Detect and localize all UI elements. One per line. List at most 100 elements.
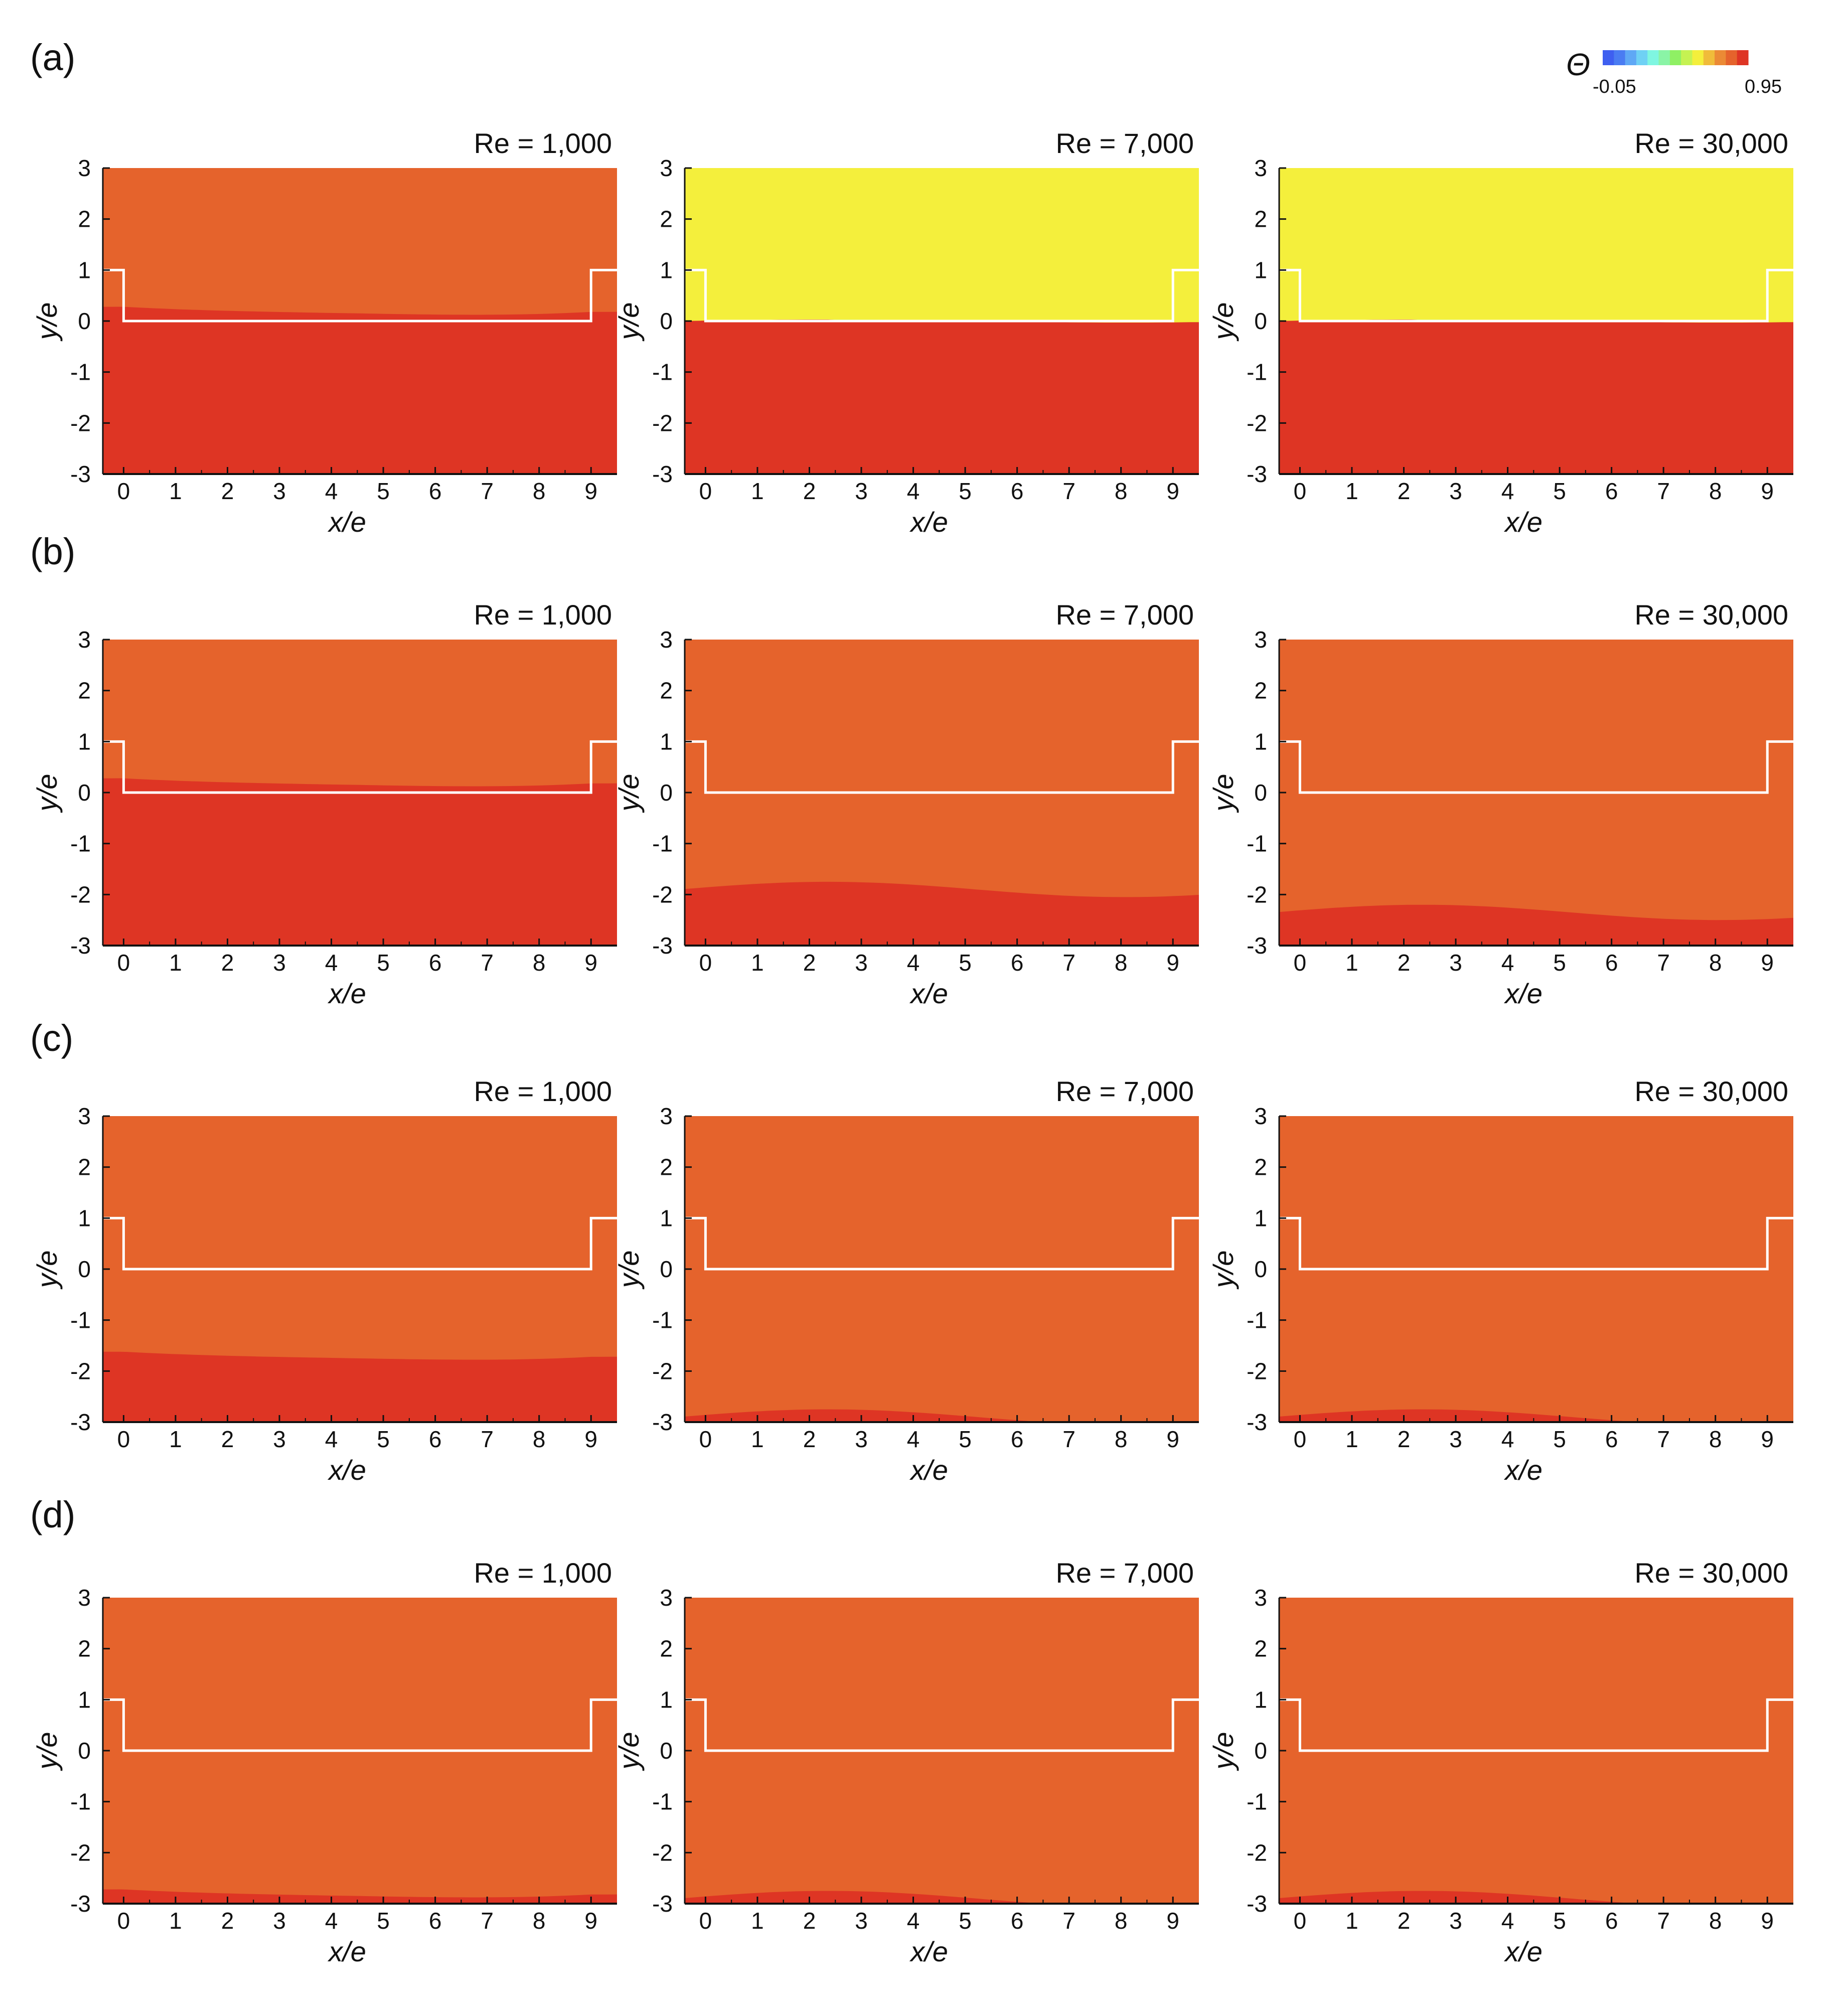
x-tick-label: 7	[1657, 478, 1670, 504]
colorbar-max-label: 0.95	[1745, 76, 1782, 97]
cavity-outline	[686, 740, 1199, 794]
x-axis-label: x/e	[1503, 1936, 1543, 1967]
y-tick-label: -1	[1247, 1307, 1267, 1333]
contour-band	[103, 168, 617, 315]
x-tick-label: 1	[1345, 950, 1358, 976]
x-tick-label: 5	[377, 950, 390, 976]
x-tick-label: 0	[117, 1426, 130, 1452]
contour-band	[103, 640, 617, 787]
x-tick-label: 5	[1553, 1908, 1566, 1934]
y-tick-label: 1	[78, 257, 91, 283]
x-tick-label: 6	[1605, 1426, 1618, 1452]
x-tick-label: 5	[1553, 1426, 1566, 1452]
y-tick-label: 1	[1254, 728, 1267, 754]
panel-title: Re = 30,000	[1634, 127, 1788, 159]
contour-panel: 0 1 2 3 4 5 6 7 8 9 3 2 1 0 -1 -2 -3 x/e y/e Re = 1,000	[31, 1075, 617, 1486]
x-tick-label: 3	[273, 1426, 286, 1452]
y-tick-label: 2	[660, 206, 673, 232]
y-tick-label: 1	[660, 257, 673, 283]
colorbar-swatch	[1737, 50, 1749, 65]
x-tick-label: 8	[1709, 1426, 1722, 1452]
x-tick-label: 6	[1011, 950, 1024, 976]
y-axis-label: y/e	[1207, 774, 1239, 814]
x-tick-label: 1	[169, 478, 182, 504]
x-tick-label: 2	[221, 1908, 234, 1934]
y-tick-label: 3	[78, 155, 91, 181]
x-tick-label: 8	[1709, 478, 1722, 504]
y-axis-label: y/e	[613, 302, 645, 342]
row-label: (c)	[30, 1017, 73, 1059]
x-tick-label: 2	[803, 478, 816, 504]
y-tick-label: 3	[1254, 627, 1267, 653]
panel-title: Re = 1,000	[474, 1075, 612, 1107]
y-tick-label: 0	[1254, 780, 1267, 806]
x-tick-label: 7	[1657, 950, 1670, 976]
y-tick-label: 0	[660, 1256, 673, 1282]
x-tick-label: 6	[1011, 478, 1024, 504]
x-tick-label: 4	[1501, 950, 1514, 976]
x-tick-label: 4	[1501, 1908, 1514, 1934]
y-tick-label: -1	[1247, 831, 1267, 857]
x-tick-label: 6	[1605, 950, 1618, 976]
cavity-outline	[1280, 268, 1793, 323]
x-tick-label: 0	[1294, 1908, 1307, 1934]
y-tick-label: -3	[70, 933, 91, 959]
x-axis-label: x/e	[909, 978, 948, 1009]
colorbar-swatch	[1614, 50, 1626, 65]
x-tick-label: 4	[325, 1426, 338, 1452]
colorbar-swatch	[1625, 50, 1637, 65]
cavity-outline	[1280, 740, 1793, 794]
y-tick-label: 2	[78, 206, 91, 232]
x-tick-label: 0	[1294, 478, 1307, 504]
x-tick-label: 4	[907, 478, 920, 504]
y-tick-label: 2	[78, 1636, 91, 1662]
contour-panel: 0 1 2 3 4 5 6 7 8 9 3 2 1 0 -1 -2 -3 x/e y/e Re = 7,000	[613, 127, 1199, 538]
y-tick-label: 1	[660, 1686, 673, 1713]
contour-panel: 0 1 2 3 4 5 6 7 8 9 3 2 1 0 -1 -2 -3 x/e y/e Re = 1,000	[31, 127, 617, 538]
x-tick-label: 7	[1657, 1426, 1670, 1452]
x-tick-label: 6	[1605, 1908, 1618, 1934]
x-tick-label: 2	[1398, 950, 1411, 976]
y-tick-label: -1	[70, 1307, 91, 1333]
y-tick-label: -3	[652, 1891, 673, 1917]
y-tick-label: -3	[1247, 461, 1267, 487]
x-tick-label: 4	[1501, 1426, 1514, 1452]
x-tick-label: 4	[325, 950, 338, 976]
x-tick-label: 4	[907, 1426, 920, 1452]
x-tick-label: 1	[1345, 1908, 1358, 1934]
y-tick-label: -1	[1247, 359, 1267, 385]
x-tick-label: 2	[221, 1426, 234, 1452]
y-tick-label: -2	[1247, 881, 1267, 907]
colorbar-swatch	[1647, 50, 1659, 65]
x-tick-label: 8	[1115, 478, 1128, 504]
colorbar-swatch	[1726, 50, 1738, 65]
y-tick-label: 0	[660, 1738, 673, 1764]
y-tick-label: -1	[70, 359, 91, 385]
x-tick-label: 8	[533, 1908, 546, 1934]
contour-panel: 0 1 2 3 4 5 6 7 8 9 3 2 1 0 -1 -2 -3 x/e y/e Re = 30,000	[1207, 1557, 1793, 1967]
x-tick-label: 2	[803, 950, 816, 976]
y-tick-label: 0	[78, 1738, 91, 1764]
x-tick-label: 0	[1294, 950, 1307, 976]
x-tick-label: 5	[959, 1908, 972, 1934]
x-tick-label: 3	[855, 1908, 868, 1934]
x-tick-label: 4	[907, 1908, 920, 1934]
y-tick-label: -1	[652, 1307, 673, 1333]
contour-panel: 0 1 2 3 4 5 6 7 8 9 3 2 1 0 -1 -2 -3 x/e y/e Re = 7,000	[613, 1557, 1199, 1967]
x-tick-label: 7	[1657, 1908, 1670, 1934]
y-tick-label: 2	[660, 1154, 673, 1180]
x-tick-label: 5	[1553, 478, 1566, 504]
y-tick-label: 0	[1254, 1256, 1267, 1282]
y-tick-label: 3	[660, 627, 673, 653]
y-tick-label: -1	[652, 1789, 673, 1815]
colorbar: Θ -0.05 0.95	[1566, 48, 1782, 97]
y-tick-label: 3	[1254, 1585, 1267, 1611]
y-tick-label: -2	[652, 410, 673, 436]
y-tick-label: -2	[1247, 1358, 1267, 1384]
panel-title: Re = 30,000	[1634, 1557, 1788, 1589]
y-axis-label: y/e	[31, 302, 63, 342]
y-tick-label: -2	[1247, 410, 1267, 436]
